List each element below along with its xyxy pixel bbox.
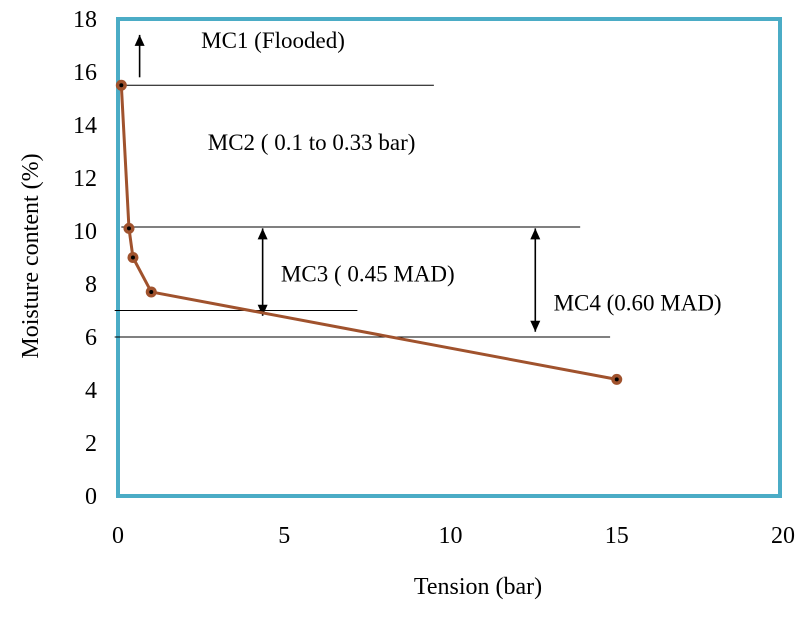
data-point-center xyxy=(614,377,619,382)
y-axis-title: Moisture content (%) xyxy=(18,153,44,358)
y-tick-label: 6 xyxy=(85,325,97,351)
y-tick-label: 0 xyxy=(85,484,97,510)
y-tick-label: 8 xyxy=(85,272,97,298)
series xyxy=(115,79,623,385)
plot-frame xyxy=(116,17,782,498)
x-tick-label: 0 xyxy=(112,523,124,549)
arrow-head-down xyxy=(257,304,268,316)
x-tick-label: 5 xyxy=(278,523,290,549)
x-tick-labels: 0 5 10 15 20 xyxy=(112,523,795,549)
arrow-head-up xyxy=(134,34,145,46)
y-tick-label: 16 xyxy=(73,60,97,86)
arrow-head-down xyxy=(530,320,541,332)
arrow-head-up xyxy=(530,228,541,240)
y-tick-label: 10 xyxy=(73,219,97,245)
data-point-center xyxy=(130,255,135,260)
annotation-label: MC3 ( 0.45 MAD) xyxy=(281,261,455,286)
annotations: MC1 (Flooded) MC2 ( 0.1 to 0.33 bar) MC3 (… xyxy=(201,28,721,315)
reference-lines xyxy=(114,84,611,338)
data-point-center xyxy=(126,226,131,231)
y-tick-label: 2 xyxy=(85,431,97,457)
y-tick-label: 18 xyxy=(73,7,97,33)
arrows xyxy=(134,34,541,332)
data-point-center xyxy=(149,289,154,294)
annotation-label: MC2 ( 0.1 to 0.33 bar) xyxy=(208,130,416,155)
x-tick-label: 10 xyxy=(439,523,463,549)
y-tick-label: 4 xyxy=(85,378,97,404)
annotation-label: MC4 (0.60 MAD) xyxy=(554,291,722,316)
annotation-label: MC1 (Flooded) xyxy=(201,28,345,53)
x-axis-title: Tension (bar) xyxy=(414,574,542,600)
x-tick-label: 20 xyxy=(771,523,795,549)
y-tick-label: 14 xyxy=(73,113,97,139)
y-tick-labels: 0 2 4 6 8 10 12 14 16 18 xyxy=(73,7,97,510)
data-point-center xyxy=(119,83,124,88)
y-tick-label: 12 xyxy=(73,166,97,192)
x-tick-label: 15 xyxy=(605,523,629,549)
arrow-head-up xyxy=(257,228,268,240)
